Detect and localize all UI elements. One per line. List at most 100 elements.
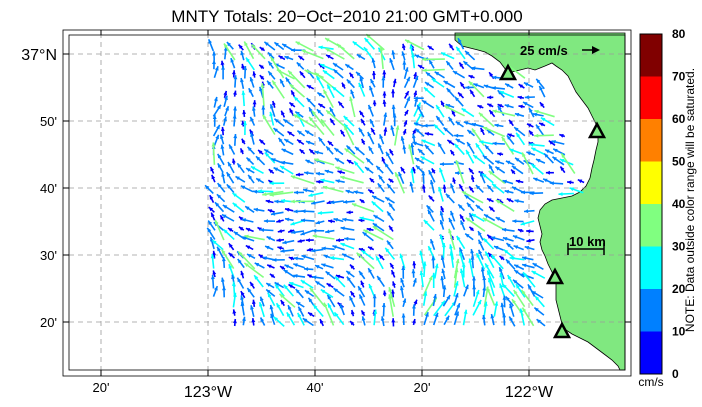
current-vector-head [455,160,460,165]
current-vector-head [368,284,373,289]
current-vector-head [410,168,415,173]
current-vector-head [317,211,322,215]
current-vector-head [300,280,306,285]
current-vector-head [532,263,538,267]
current-vector-head [297,239,302,243]
current-vector-head [460,82,465,87]
current-vector-head [499,256,504,261]
current-vector-head [468,75,473,79]
current-vector-head [240,291,245,296]
current-vector-head [238,44,243,49]
current-vector-head [540,117,546,122]
current-vector-head [413,299,418,305]
current-vector-head [534,133,539,138]
current-vector-head [497,106,502,111]
current-vector-head [471,122,477,127]
current-vector-head [387,240,391,245]
current-vector-head [271,158,276,162]
current-vector-head [240,50,245,56]
current-vector-head [221,257,226,262]
current-vector-head [248,174,253,180]
current-vector-head [382,99,387,104]
current-vector-head [212,240,217,245]
current-vector-head [274,199,279,204]
current-vector-head [487,270,491,275]
current-vector-head [502,179,507,184]
current-vector-head [277,246,282,250]
current-vector-head [428,209,432,215]
current-vector-head [482,218,488,222]
current-vector-head [513,290,518,295]
current-vector-head [478,249,483,255]
plot-frame-outer [62,29,632,377]
current-vector-head [264,152,270,157]
current-vector-head [461,191,467,196]
current-vector-head [369,85,373,91]
current-vector-head [309,107,313,112]
colorbar-tick-label: 80 [672,27,686,41]
current-vector-head [308,312,313,317]
current-vector-head [446,61,451,66]
current-vector-head [509,316,513,321]
current-vector-head [401,313,406,318]
current-vector-head [545,149,550,154]
current-vector-head [273,128,278,133]
current-vector-head [487,103,492,108]
current-vector-head [411,269,416,274]
current-vector-head [391,104,396,109]
current-vector-head [364,38,369,43]
current-vector-head [522,307,527,312]
current-vector-head [295,172,300,177]
current-vector-head [379,134,384,139]
current-vector-head [368,146,373,151]
current-vector-head [291,230,296,235]
current-vector-head [402,129,407,134]
current-vector-head [386,151,390,157]
current-vector-head [549,181,554,186]
current-vector-head [326,110,331,115]
current-vector-head [294,96,299,101]
current-vector-head [458,38,462,43]
current-vector-head [315,265,320,269]
current-vector-head [305,238,310,243]
current-vector-head [267,264,272,269]
current-vector-head [306,247,312,252]
current-vector-head [383,112,388,117]
current-vector-head [514,264,519,269]
current-vector-head [442,184,447,189]
current-vector-head [372,294,377,299]
current-vector-head [273,167,279,172]
current-vector-head [463,121,469,125]
current-vector-head [480,127,485,133]
current-vector-head [385,197,390,202]
current-vector-head [495,217,501,221]
current-vector-head [237,259,242,264]
current-vector-head [254,262,260,267]
current-vector-head [222,214,227,219]
current-vector-head [280,249,285,253]
current-vector-head [461,108,467,113]
current-vector [482,217,506,231]
current-vector-head [312,228,317,233]
current-vector-head [315,281,320,286]
current-vector-head [289,108,294,113]
current-vector-head [472,276,476,281]
current-vector-head [502,237,508,241]
current-vector-head [250,132,254,137]
current-vector-head [559,159,565,163]
current-vector-head [434,312,439,318]
current-vector-head [376,165,381,171]
current-vector-head [215,202,220,207]
current-vector-head [250,281,254,287]
current-vector-head [416,165,421,170]
current-vector-head [465,217,471,222]
current-vector-head [449,251,454,256]
current-vector-head [485,263,489,268]
current-vector-head [325,48,330,52]
current-vector-head [487,198,492,202]
current-vector-head [262,114,267,120]
current-vector-head [512,219,517,224]
current-vector-head [532,112,537,117]
current-vector-head [275,284,280,289]
